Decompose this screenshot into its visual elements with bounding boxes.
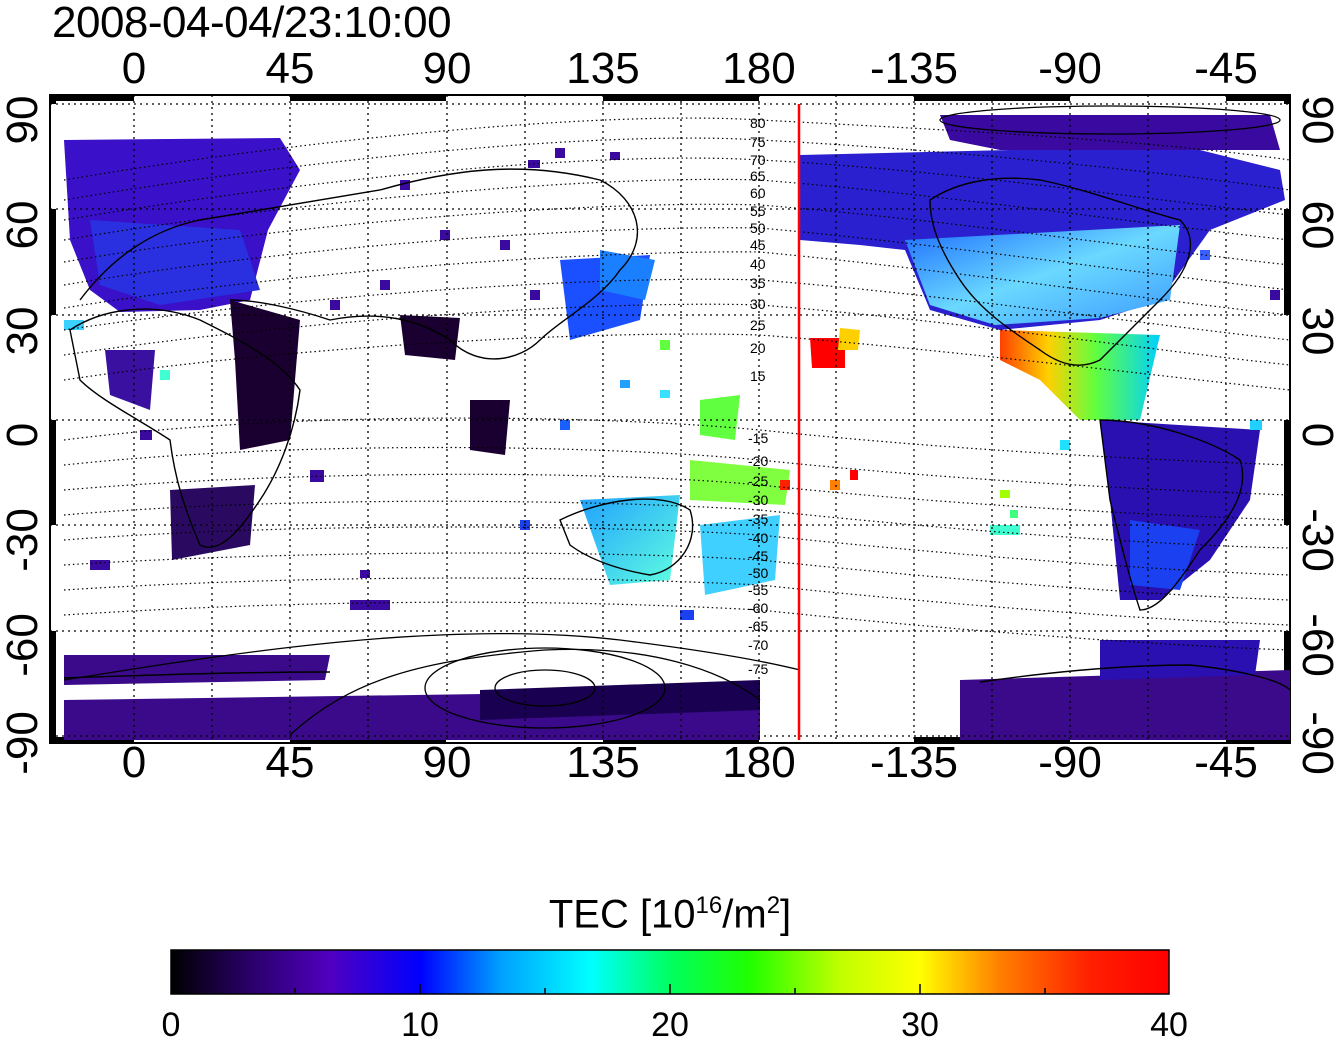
bottom-lon-tick: 45 xyxy=(265,738,315,787)
mlat-label: -15 xyxy=(748,430,769,446)
top-lon-tick: -135 xyxy=(869,44,959,93)
mlat-label: -45 xyxy=(748,548,769,564)
timestamp-title: 2008-04-04/23:10:00 xyxy=(52,0,452,47)
mlat-label: -20 xyxy=(748,453,769,469)
mlat-label: -25 xyxy=(748,473,769,489)
bottom-lon-tick: -90 xyxy=(1038,738,1102,787)
mlat-label: 30 xyxy=(750,296,766,312)
colorbar-tick: 30 xyxy=(901,1006,939,1044)
mlat-label: 70 xyxy=(750,152,766,168)
mlat-label: 45 xyxy=(750,237,766,253)
bottom-lon-tick: 90 xyxy=(422,738,472,787)
mlat-label: 15 xyxy=(750,368,766,384)
mlat-label: -35 xyxy=(748,511,769,527)
mlat-label: 60 xyxy=(750,185,766,201)
graticule xyxy=(50,95,1290,743)
bottom-lon-tick: -135 xyxy=(869,738,959,787)
colorbar-tick: 10 xyxy=(401,1006,439,1044)
colorbar-tick: 0 xyxy=(161,1006,181,1044)
top-lon-tick: -45 xyxy=(1194,44,1258,93)
bottom-lon-tick: -45 xyxy=(1194,738,1258,787)
mlat-label: -75 xyxy=(748,661,769,677)
coastlines xyxy=(63,168,1291,691)
mlat-label: 40 xyxy=(750,256,766,272)
mlat-label: 75 xyxy=(750,134,766,150)
tec-data-layer xyxy=(64,115,1290,740)
bottom-lon-tick: 180 xyxy=(722,738,796,787)
mlat-label: 20 xyxy=(750,340,766,356)
mlat-label: 65 xyxy=(750,168,766,184)
top-lon-tick: 180 xyxy=(722,44,796,93)
mlat-label: 35 xyxy=(750,275,766,291)
top-lon-tick: -90 xyxy=(1038,44,1102,93)
magnetic-latitude-contours xyxy=(63,117,1291,651)
mlat-label: -50 xyxy=(748,565,769,581)
mlat-label: 50 xyxy=(750,220,766,236)
mlat-label: -30 xyxy=(748,492,769,508)
mlat-label: -40 xyxy=(748,530,769,546)
left-scale-bar xyxy=(50,95,56,737)
bottom-lon-tick: 135 xyxy=(566,738,640,787)
mlat-label: 55 xyxy=(750,203,766,219)
mlat-label: 25 xyxy=(750,317,766,333)
top-scale-bar xyxy=(50,95,1290,101)
mlat-label: -65 xyxy=(748,618,769,634)
top-lon-tick: 135 xyxy=(566,44,640,93)
bottom-lon-tick: 0 xyxy=(121,738,147,787)
top-lon-tick: 90 xyxy=(422,44,472,93)
mlat-label: -60 xyxy=(748,600,769,616)
mlat-label: 80 xyxy=(750,115,766,131)
colorbar-tick: 40 xyxy=(1150,1006,1188,1044)
colorbar-title: TEC [1016/m2] xyxy=(548,892,792,937)
top-lon-tick: 45 xyxy=(265,44,315,93)
south-magnetic-pole-contours xyxy=(63,105,1281,736)
colorbar-tick: 20 xyxy=(651,1006,689,1044)
mlat-label: -70 xyxy=(748,637,769,653)
mlat-label: -55 xyxy=(748,582,769,598)
top-lon-tick: 0 xyxy=(121,44,147,93)
